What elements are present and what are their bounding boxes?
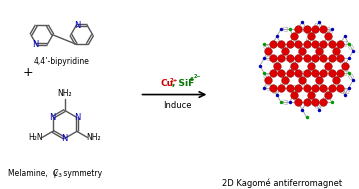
Text: NH₂: NH₂ [86, 133, 101, 142]
Text: H₂N: H₂N [28, 133, 43, 142]
Text: Induce: Induce [163, 101, 192, 110]
Text: Melamine,: Melamine, [8, 169, 50, 178]
Text: 2D Kagomé antiferromagnet: 2D Kagomé antiferromagnet [222, 178, 342, 188]
Text: N: N [50, 113, 56, 122]
Text: γ: γ [53, 169, 57, 178]
Text: +: + [23, 66, 33, 79]
Text: NH₂: NH₂ [57, 89, 72, 98]
Text: N: N [74, 113, 80, 122]
Text: 6: 6 [190, 77, 193, 82]
Text: 3: 3 [57, 173, 61, 178]
Text: 4,4’-bipyridine: 4,4’-bipyridine [34, 57, 90, 66]
Text: 2−: 2− [194, 74, 201, 79]
Text: symmetry: symmetry [61, 169, 102, 178]
Text: N: N [62, 134, 68, 143]
Text: , SiF: , SiF [172, 79, 195, 88]
Text: N: N [74, 21, 80, 30]
Text: C: C [53, 169, 58, 178]
Text: Cu: Cu [160, 79, 174, 88]
Text: N: N [32, 40, 38, 49]
Text: 2+: 2+ [169, 78, 178, 83]
